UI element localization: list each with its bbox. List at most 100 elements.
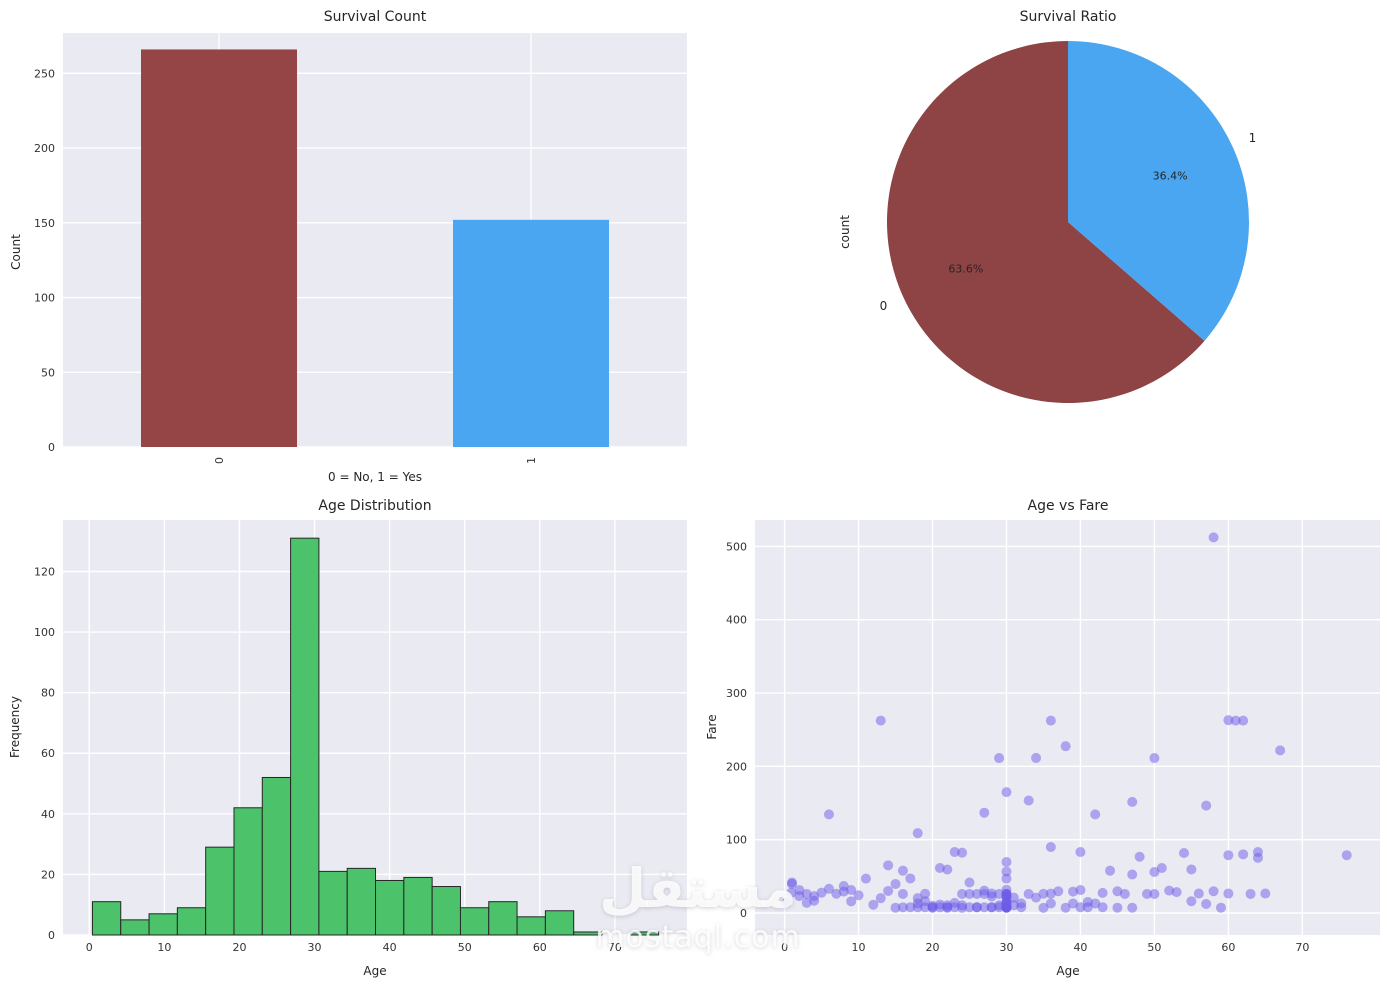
- scatter-point: [1142, 888, 1153, 899]
- scatter-point: [890, 902, 901, 913]
- scatter-point: [1001, 866, 1012, 877]
- survival-ratio-chart: 63.6% 0 36.4% 1: [880, 41, 1257, 403]
- scatter-point: [786, 887, 797, 898]
- age-axis-label-scatter: Age: [1056, 964, 1080, 978]
- svg-text:40: 40: [383, 941, 397, 954]
- svg-text:100: 100: [726, 834, 747, 847]
- scatter-point: [897, 865, 908, 876]
- hist-bin: [431, 886, 461, 936]
- scatter-point: [883, 885, 894, 896]
- hist-bin: [176, 907, 207, 936]
- scatter-point: [823, 809, 834, 820]
- svg-text:30: 30: [999, 941, 1013, 954]
- scatter-point: [934, 862, 945, 873]
- scatter-point: [1075, 847, 1086, 858]
- scatter-point: [1060, 741, 1071, 752]
- pie-labels: 63.6% 0 36.4% 1: [880, 131, 1257, 313]
- survival-count-chart: 0 50 100 150 200 250 0 1: [34, 33, 687, 464]
- scatter-point: [1149, 867, 1160, 878]
- svg-text:200: 200: [34, 142, 55, 155]
- svg-text:1: 1: [525, 457, 538, 464]
- svg-text:50: 50: [41, 366, 55, 379]
- svg-text:50: 50: [458, 941, 472, 954]
- scatter-point: [1238, 849, 1249, 860]
- age-distribution-chart: 0 20 40 60 80 100 120 0 10 20 30 40 50 60 70: [34, 520, 687, 954]
- scatter-point: [823, 883, 834, 894]
- scatter-point: [912, 902, 923, 913]
- scatter-point: [1001, 857, 1012, 868]
- scatter-point: [868, 899, 879, 910]
- scatter-point: [1127, 796, 1138, 807]
- pie-slice-1: [1068, 41, 1249, 341]
- scatter-point: [1208, 886, 1219, 897]
- hist-bin: [91, 901, 122, 936]
- scatter-point: [1245, 888, 1256, 899]
- hist-bin: [205, 846, 235, 936]
- svg-text:70: 70: [1295, 941, 1309, 954]
- scatter-point: [1023, 795, 1034, 806]
- hist-bin: [290, 537, 320, 936]
- svg-text:40: 40: [1073, 941, 1087, 954]
- scatter-point: [1119, 888, 1130, 899]
- scatter-point: [942, 864, 953, 875]
- scatter-point: [1031, 752, 1042, 763]
- svg-text:63.6%: 63.6%: [948, 263, 983, 276]
- scatter-point: [1230, 715, 1241, 726]
- scatter-point: [1193, 888, 1204, 899]
- scatter-point: [1341, 850, 1352, 861]
- hist-bin: [346, 867, 377, 936]
- tick-labels: 0 50 100 150 200 250 0 1: [34, 67, 538, 464]
- scatter-point: [1045, 715, 1056, 726]
- pie-slices: [887, 41, 1249, 403]
- scatter-point: [1186, 896, 1197, 907]
- scatter-point: [1038, 888, 1049, 899]
- svg-text:1: 1: [1249, 131, 1257, 145]
- scatter-point: [1045, 898, 1056, 909]
- svg-text:0: 0: [740, 907, 747, 920]
- svg-text:0: 0: [86, 941, 93, 954]
- scatter-point: [1215, 902, 1226, 913]
- hist-bin: [318, 870, 348, 936]
- svg-text:20: 20: [41, 868, 55, 881]
- scatter-point: [905, 902, 916, 913]
- svg-text:0: 0: [48, 441, 55, 454]
- scatter-point: [1223, 715, 1234, 726]
- scatter-point: [1016, 902, 1027, 913]
- scatter-point: [860, 873, 871, 884]
- svg-text:100: 100: [34, 626, 55, 639]
- scatter-point: [994, 753, 1005, 764]
- gridlines: [755, 520, 1380, 935]
- scatter-point: [1178, 847, 1189, 858]
- scatter-point: [1097, 887, 1108, 898]
- scatter-point: [1097, 902, 1108, 913]
- bar-0: [141, 49, 297, 448]
- age-vs-fare-chart: 0 100 200 300 400 500 0 10 20 30 40 50 60 70: [726, 520, 1380, 954]
- scatter-point: [1201, 800, 1212, 811]
- scatter-point: [875, 715, 886, 726]
- svg-text:10: 10: [157, 941, 171, 954]
- scatter-point: [786, 877, 797, 888]
- scatter-point: [957, 847, 968, 858]
- age-distribution-title: Age Distribution: [318, 498, 432, 514]
- gridlines: [63, 520, 687, 936]
- histogram-bars: [91, 537, 660, 936]
- scatter-point: [846, 884, 857, 895]
- scatter-point: [1068, 898, 1079, 909]
- scatter-point: [1275, 745, 1286, 756]
- scatter-point: [1008, 892, 1019, 903]
- bar-1: [453, 219, 609, 447]
- scatter-point: [853, 890, 864, 901]
- scatter-point: [794, 885, 805, 896]
- age-vs-fare-title: Age vs Fare: [1027, 498, 1109, 514]
- pie-slice-0: [887, 41, 1205, 403]
- scatter-point: [1149, 888, 1160, 899]
- scatter-point: [1238, 715, 1249, 726]
- scatter-point: [920, 896, 931, 907]
- hist-bin: [459, 907, 490, 936]
- scatter-point: [905, 873, 916, 884]
- scatter-point: [816, 887, 827, 898]
- svg-text:400: 400: [726, 614, 747, 627]
- scatter-point: [1001, 873, 1012, 884]
- scatter-point: [1127, 869, 1138, 880]
